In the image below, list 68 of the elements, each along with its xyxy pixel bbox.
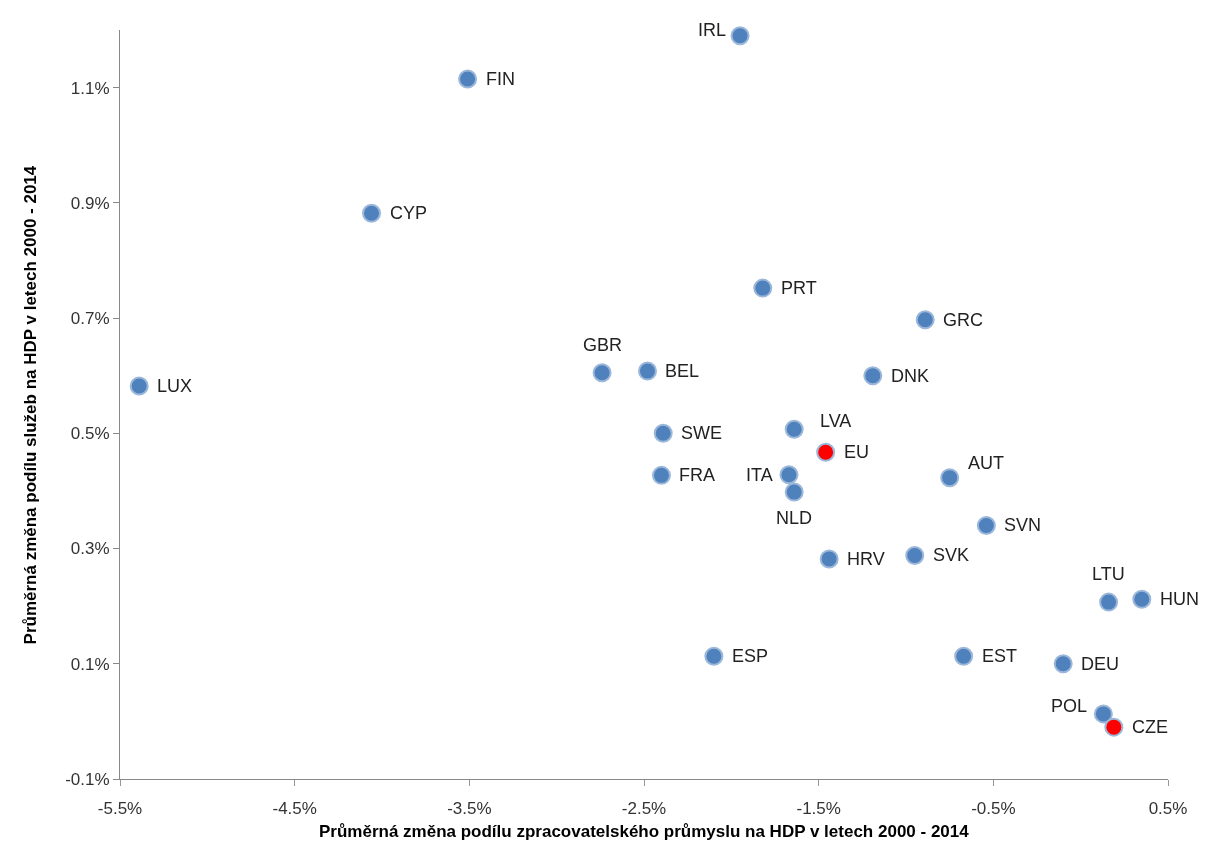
y-axis-title: Průměrná změna podílu služeb na HDP v letech 2000 - 2014 <box>21 165 41 645</box>
point <box>1132 589 1152 609</box>
x-tick-label: -5.5% <box>97 799 143 819</box>
point <box>863 366 883 386</box>
point <box>940 468 960 488</box>
annotation: POL <box>1051 696 1088 716</box>
point <box>784 482 804 502</box>
annotation: SVN <box>1004 515 1042 535</box>
annotation: ESP <box>732 646 769 666</box>
annotation: FIN <box>486 69 515 89</box>
point <box>954 646 974 666</box>
annotation: HRV <box>847 549 885 569</box>
annotation: GRC <box>943 310 983 330</box>
y-tick-label: 0.7% <box>70 309 110 329</box>
point <box>915 310 935 330</box>
y-tick-label: 1.1% <box>70 78 110 98</box>
x-tick-label: -0.5% <box>971 799 1016 819</box>
annotation: GBR <box>583 335 623 355</box>
x-tick-label: -4.5% <box>272 799 317 819</box>
point <box>779 465 799 485</box>
point <box>653 423 673 443</box>
annotation: NLD <box>776 508 813 528</box>
point <box>651 465 671 485</box>
point <box>362 203 382 223</box>
point <box>1104 717 1124 737</box>
annotation: CZE <box>1132 717 1168 737</box>
annotation: EST <box>982 646 1018 666</box>
annotation: DEU <box>1081 654 1120 674</box>
annotation: DNK <box>891 366 930 386</box>
annotation: FRA <box>679 465 715 485</box>
x-tick-label: -2.5% <box>621 799 667 819</box>
annotation: AUT <box>968 453 1004 473</box>
y-tick-label: 0.3% <box>70 539 110 559</box>
point <box>129 376 149 396</box>
point <box>1099 592 1119 612</box>
y-tick-label: 0.1% <box>70 654 110 674</box>
annotation: ITA <box>746 465 773 485</box>
point <box>784 419 804 439</box>
point <box>905 545 925 565</box>
x-tick-label: -1.5% <box>796 799 841 819</box>
point <box>704 646 724 666</box>
x-axis-title: Průměrná změna podílu zpracovatelského průmyslu na HDP v letech 2000 - 2014 <box>319 822 970 841</box>
y-tick-label: 0.9% <box>70 193 110 213</box>
x-tick-label: 0.5% <box>1148 799 1188 819</box>
point <box>638 361 657 381</box>
point <box>1093 704 1113 724</box>
y-tick-label: 0.5% <box>70 424 110 444</box>
point <box>458 69 478 89</box>
annotation: CYP <box>390 203 428 223</box>
point <box>819 549 839 569</box>
x-tick-label: -3.5% <box>447 799 492 819</box>
annotation: SWE <box>681 423 723 443</box>
point <box>730 26 750 46</box>
point <box>1053 654 1073 674</box>
y-tick-label: -0.1% <box>65 769 110 789</box>
annotation: HUN <box>1160 589 1199 609</box>
annotation: IRL <box>698 20 727 40</box>
point <box>592 363 612 383</box>
annotation: SVK <box>933 545 970 565</box>
point <box>753 278 773 298</box>
point <box>816 442 836 462</box>
point <box>976 515 996 535</box>
annotation: LTU <box>1092 564 1125 584</box>
annotation: LUX <box>157 376 193 396</box>
annotation: EU <box>844 442 870 462</box>
annotation: LVA <box>820 411 852 431</box>
annotation: PRT <box>781 278 817 298</box>
annotation: BEL <box>665 361 700 381</box>
